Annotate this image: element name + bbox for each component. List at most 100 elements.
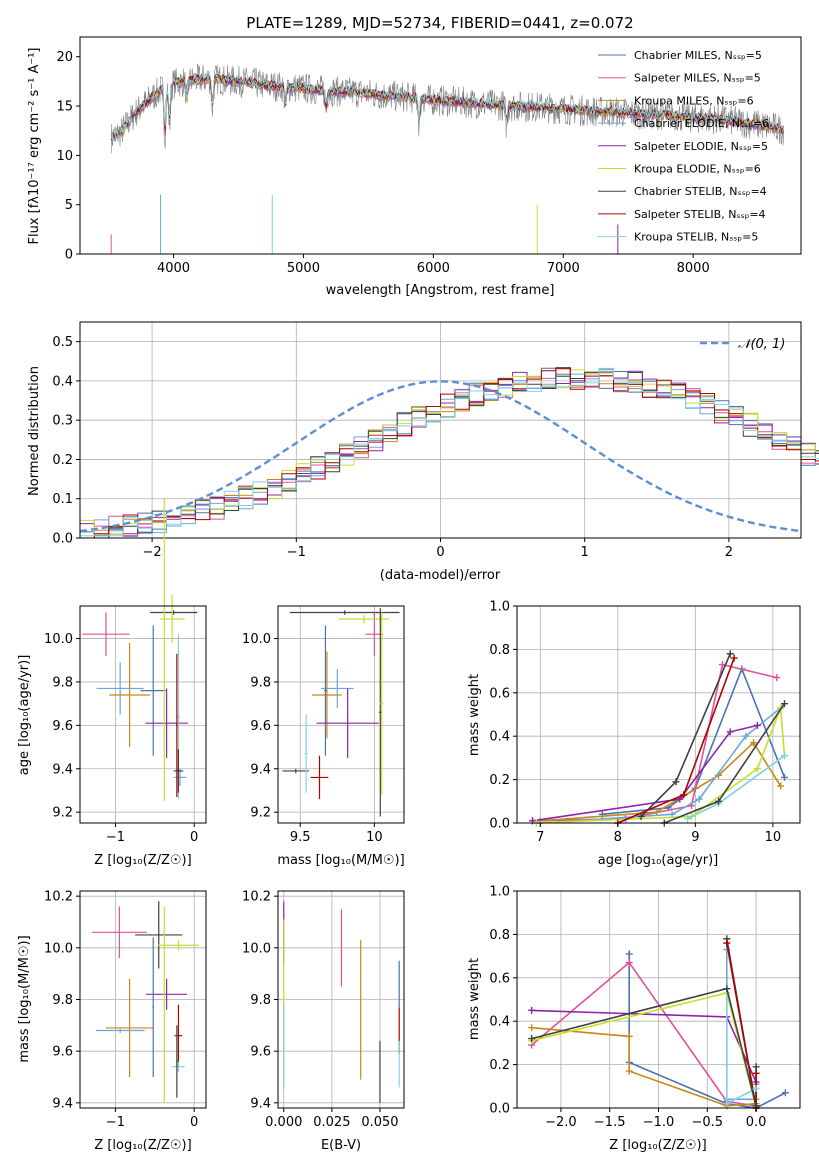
y-tick-label: 0.6 [489, 971, 510, 986]
spectrum-panel: PLATE=1289, MJD=52734, FIBERID=0441, z=0… [27, 14, 802, 298]
weight-line [531, 987, 757, 1106]
weight-marker [749, 739, 757, 747]
age-vs-mass-panel: 9.5 10 9.2 9.4 9.6 9.8 10.0 mass [log₁₀(M/M☉)] [242, 605, 405, 868]
weight-marker [625, 959, 633, 967]
y-tick-label: 9.8 [250, 993, 271, 1008]
y-tick-label: 9.4 [250, 1096, 271, 1111]
wAge-xlabel: age [log₁₀(age/yr)] [598, 853, 719, 868]
x-tick-label: −1 [106, 830, 125, 845]
legend-label: Salpeter STELIB, Nₛₛₚ=4 [634, 208, 766, 221]
weight-marker [780, 773, 788, 781]
legend-label: 𝒩(0, 1) [738, 337, 785, 352]
y-tick-label: 9.6 [52, 1045, 73, 1060]
axes-frame [277, 605, 405, 824]
x-tick-label: −0.5 [692, 1115, 724, 1130]
weight-marker [625, 1032, 633, 1040]
y-tick-label: 9.4 [52, 762, 73, 777]
histogram-step [80, 373, 819, 539]
y-tick-label: 10.0 [242, 632, 271, 647]
wZ-ylabel: mass weight [467, 958, 482, 1040]
y-tick-label: 9.8 [52, 675, 73, 690]
ageM-axes: 9.5 10 9.2 9.4 9.6 9.8 10.0 [242, 605, 405, 845]
age-vs-metallicity-panel: −1 0 9.2 9.4 9.6 9.8 10.0 Z [log₁₀(Z/Z☉)] age … [17, 497, 207, 868]
weight-marker [753, 721, 761, 729]
axes-frame [79, 36, 802, 255]
weight-marker [773, 674, 781, 682]
spectrum-model-line [110, 73, 784, 139]
normal-curve [79, 380, 802, 533]
weight-marker [742, 732, 750, 740]
spectrum-axes: 4000 5000 6000 7000 8000 0 5 10 15 20 [56, 36, 802, 276]
weight-marker [637, 812, 645, 820]
legend-label: Kroupa ELODIE, Nₛₛₚ=6 [634, 163, 761, 176]
x-tick-label: 0.000 [265, 1115, 302, 1130]
y-tick-label: 0.2 [489, 1058, 510, 1073]
y-tick-label: 0.4 [489, 730, 510, 745]
y-tick-label: 0 [65, 248, 73, 263]
x-tick-label: 2 [725, 545, 733, 560]
legend-label: Chabrier STELIB, Nₛₛₚ=4 [634, 185, 767, 198]
histogram-step [80, 367, 819, 537]
legend-label: Salpeter MILES, Nₛₛₚ=5 [634, 72, 761, 85]
y-tick-label: 0.6 [489, 686, 510, 701]
wAge-marks [517, 605, 800, 827]
y-tick-label: 1.0 [489, 885, 510, 900]
x-tick-label: 7 [536, 830, 544, 845]
weight-line [536, 707, 786, 824]
weight-marker [684, 815, 692, 823]
y-tick-label: 0.0 [489, 817, 510, 832]
weight-marker [730, 654, 738, 662]
y-tick-label: 20 [56, 50, 73, 65]
mass-vs-metallicity-panel: −1 0 9.4 9.6 9.8 10.0 10.2 Z [log₁₀(Z/Z☉)] mas… [17, 890, 207, 1153]
histogram-step [80, 368, 819, 539]
y-tick-label: 0.4 [489, 1015, 510, 1030]
y-tick-label: 10 [56, 149, 73, 164]
massE-axes: 0.000 0.025 0.050 9.4 9.6 9.8 10.0 10.2 [242, 890, 405, 1130]
y-tick-label: 0.3 [52, 414, 73, 429]
weight-marker [723, 939, 731, 947]
y-tick-label: 9.8 [52, 993, 73, 1008]
x-tick-label: 0.025 [313, 1115, 350, 1130]
weight-marker [695, 795, 703, 803]
y-tick-label: 0.2 [489, 773, 510, 788]
x-tick-label: 7000 [547, 261, 580, 276]
spectrum-title: PLATE=1289, MJD=52734, FIBERID=0441, z=0… [246, 14, 633, 32]
y-tick-label: 10.0 [44, 632, 73, 647]
ageZ-ylabel: age [log₁₀(age/yr)] [17, 655, 32, 776]
weight-marker [780, 752, 788, 760]
y-tick-label: 0.8 [489, 643, 510, 658]
weight-marker [528, 1024, 536, 1032]
weight-marker [726, 728, 734, 736]
wZ-xlabel: Z [log₁₀(Z/Z☉)] [609, 1138, 706, 1153]
x-tick-label: 1 [581, 545, 589, 560]
legend-label: Kroupa MILES, Nₛₛₚ=6 [634, 94, 754, 107]
massZ-marks [80, 891, 206, 1108]
x-tick-label: 8 [614, 830, 622, 845]
residuals-legend: 𝒩(0, 1) [700, 337, 785, 352]
y-tick-label: 9.2 [52, 806, 73, 821]
legend-label: Chabrier MILES, Nₛₛₚ=5 [634, 49, 762, 62]
ageM-xlabel: mass [log₁₀(M/M☉)] [277, 853, 404, 868]
weight-marker [777, 782, 785, 790]
ageZ-axes: −1 0 9.2 9.4 9.6 9.8 10.0 [44, 605, 207, 845]
y-tick-label: 9.6 [250, 719, 271, 734]
x-tick-label: 10 [765, 830, 782, 845]
weight-line [540, 707, 782, 824]
ageZ-xlabel: Z [log₁₀(Z/Z☉)] [94, 853, 191, 868]
weight-vs-metallicity-panel: −2.0 −1.5 −1.0 −0.5 0.0 0.0 0.2 0.4 0.6 0.8 1.0 Z … [467, 885, 801, 1153]
x-tick-label: 9.5 [290, 830, 311, 845]
x-tick-label: 4000 [157, 261, 190, 276]
weight-line [540, 741, 782, 822]
y-tick-label: 9.4 [52, 1096, 73, 1111]
x-tick-label: −2 [143, 545, 162, 560]
weight-marker [625, 950, 633, 958]
massZ-xlabel: Z [log₁₀(Z/Z☉)] [94, 1138, 191, 1153]
weight-marker [726, 650, 734, 658]
y-tick-label: 9.6 [52, 719, 73, 734]
legend-label: Kroupa STELIB, Nₛₛₚ=5 [634, 231, 758, 244]
histogram-step [80, 367, 819, 537]
x-tick-label: −1 [106, 1115, 125, 1130]
weight-marker [653, 808, 661, 816]
weight-marker [715, 797, 723, 805]
